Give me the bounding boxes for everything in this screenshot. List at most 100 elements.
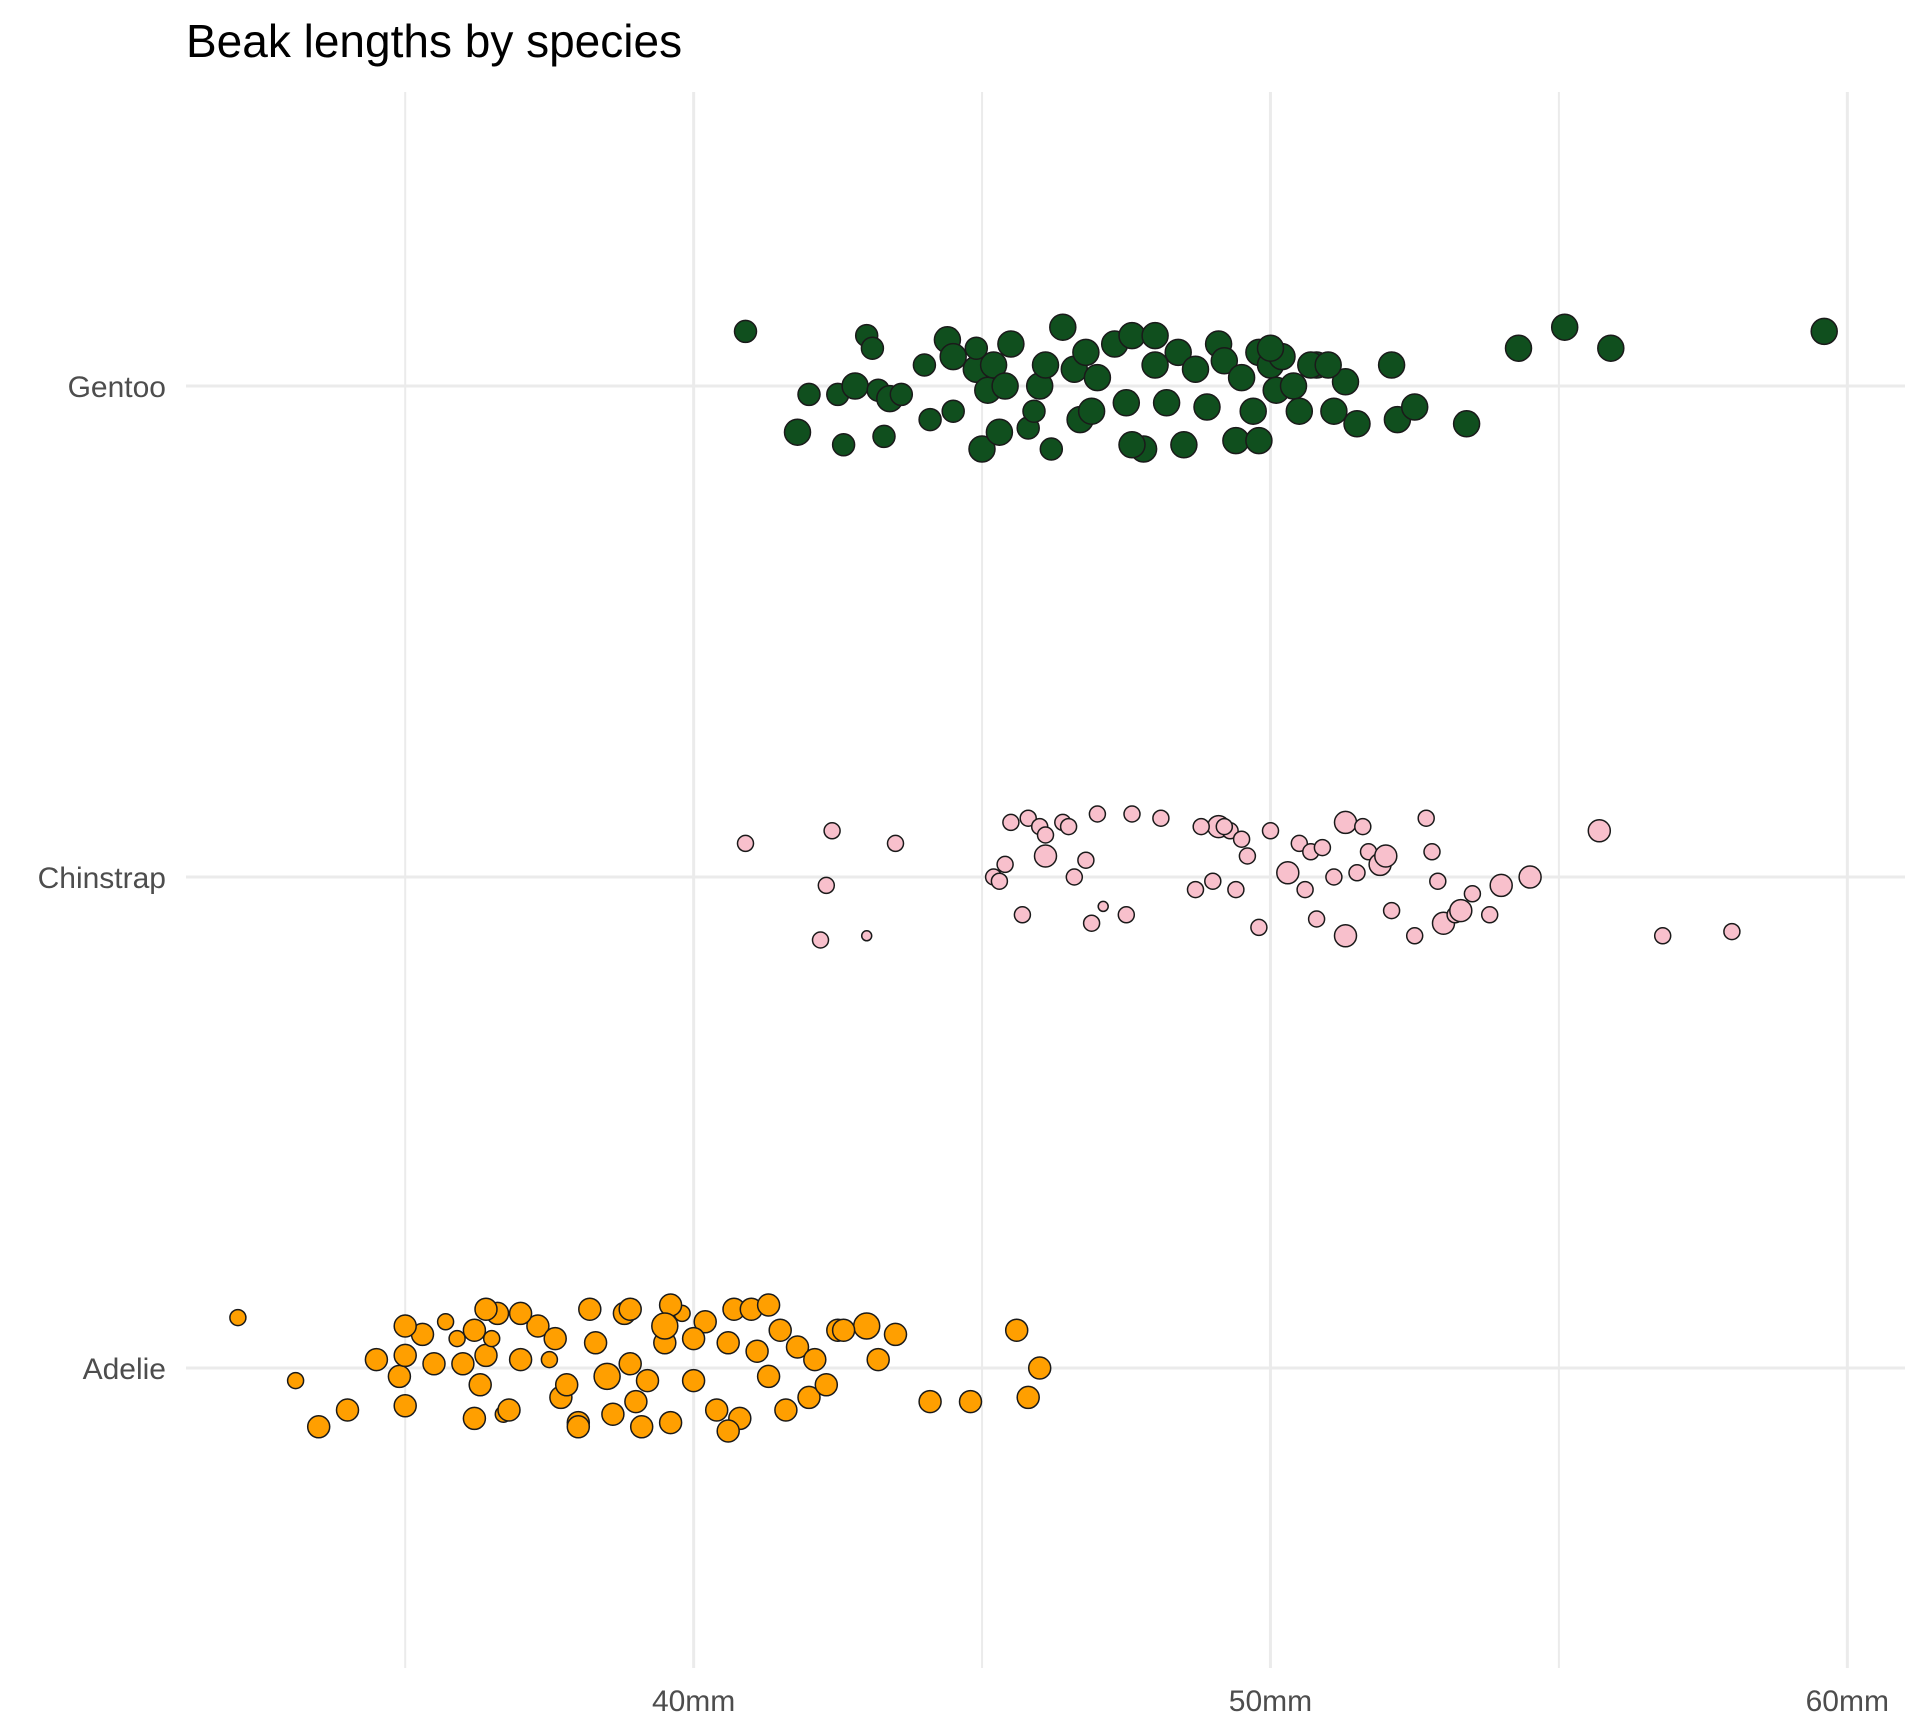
gentoo-point bbox=[1452, 410, 1481, 438]
gentoo-point bbox=[964, 336, 989, 360]
gentoo-point bbox=[1504, 334, 1533, 362]
chinstrap-point bbox=[1333, 924, 1358, 948]
gentoo-point bbox=[1031, 351, 1060, 379]
adelie-point bbox=[756, 1293, 781, 1317]
x-tick-label: 50mm bbox=[1229, 1685, 1312, 1718]
chinstrap-point bbox=[1587, 819, 1612, 843]
adelie-point bbox=[918, 1389, 942, 1414]
adelie-point bbox=[540, 1350, 559, 1369]
chinstrap-point bbox=[1232, 830, 1251, 848]
chinstrap-point bbox=[1307, 910, 1326, 928]
y-tick-label-adelie: Adelie bbox=[83, 1353, 166, 1386]
gentoo-point bbox=[1077, 397, 1106, 425]
adelie-point bbox=[629, 1415, 654, 1439]
adelie-point bbox=[658, 1410, 683, 1435]
chinstrap-point bbox=[1088, 805, 1107, 823]
chinstrap-point bbox=[1250, 918, 1268, 937]
gentoo-point bbox=[1400, 393, 1429, 421]
adelie-point bbox=[883, 1322, 908, 1347]
chinstrap-point bbox=[1152, 809, 1170, 827]
gentoo-point bbox=[912, 353, 937, 377]
chinstrap-point bbox=[886, 834, 905, 853]
chinstrap-point bbox=[1033, 844, 1058, 868]
adelie-point bbox=[468, 1373, 492, 1397]
adelie-point bbox=[335, 1398, 360, 1422]
gentoo-point bbox=[1022, 399, 1046, 423]
data-points bbox=[229, 313, 1838, 1443]
adelie-point bbox=[393, 1394, 417, 1418]
adelie-point bbox=[681, 1368, 706, 1393]
y-axis-tick-labels: Adelie Chinstrap Gentoo bbox=[38, 371, 166, 1386]
adelie-point bbox=[651, 1312, 679, 1340]
chinstrap-point bbox=[1002, 813, 1020, 832]
adelie-point bbox=[618, 1297, 642, 1321]
chinstrap-point bbox=[1204, 872, 1222, 890]
chinstrap-point bbox=[1013, 906, 1032, 924]
chinstrap-point bbox=[1097, 900, 1109, 913]
grid-lines bbox=[186, 92, 1905, 1668]
gentoo-point bbox=[1152, 389, 1181, 417]
gentoo-point bbox=[860, 336, 885, 360]
chinstrap-point bbox=[1325, 868, 1343, 886]
gentoo-point bbox=[1039, 437, 1064, 461]
adelie-point bbox=[785, 1335, 810, 1359]
adelie-point bbox=[618, 1352, 642, 1376]
gentoo-point bbox=[841, 372, 869, 400]
chinstrap-point bbox=[1518, 865, 1542, 889]
gentoo-point bbox=[1331, 368, 1360, 396]
adelie-point bbox=[387, 1364, 412, 1389]
adelie-point bbox=[462, 1406, 487, 1431]
chinstrap-point bbox=[1261, 822, 1280, 840]
chinstrap-point bbox=[1405, 927, 1424, 945]
gentoo-point bbox=[1377, 351, 1406, 379]
gentoo-point bbox=[1285, 397, 1314, 425]
chinstrap-point bbox=[1354, 817, 1372, 836]
adelie-point bbox=[526, 1314, 550, 1338]
chinstrap-point bbox=[1077, 851, 1095, 869]
adelie-point bbox=[756, 1364, 781, 1389]
x-axis-tick-labels: 40mm 50mm 60mm bbox=[652, 1685, 1889, 1718]
chinstrap-point bbox=[1489, 873, 1513, 898]
adelie-point bbox=[543, 1326, 567, 1351]
adelie-point bbox=[436, 1313, 455, 1331]
adelie-point bbox=[768, 1318, 792, 1342]
chinstrap-point bbox=[1333, 810, 1358, 835]
adelie-point bbox=[474, 1343, 498, 1368]
gentoo-point bbox=[979, 351, 1008, 379]
gentoo-point bbox=[1245, 426, 1273, 455]
chinstrap-point bbox=[1238, 847, 1257, 865]
gentoo-point bbox=[1314, 351, 1342, 379]
adelie-point bbox=[508, 1301, 533, 1326]
gentoo-point bbox=[733, 319, 758, 344]
adelie-point bbox=[681, 1326, 706, 1351]
chinstrap-point bbox=[1374, 844, 1398, 868]
adelie-point bbox=[1004, 1318, 1029, 1342]
chinstrap-point bbox=[1227, 880, 1245, 899]
chinstrap-point bbox=[1348, 864, 1366, 882]
adelie-point bbox=[451, 1352, 475, 1376]
chinstrap-point bbox=[996, 855, 1014, 874]
chinstrap-point bbox=[1313, 838, 1332, 857]
adelie-point bbox=[1027, 1356, 1052, 1380]
gentoo-point bbox=[831, 433, 856, 457]
gentoo-point bbox=[1550, 313, 1579, 341]
adelie-point bbox=[364, 1347, 389, 1372]
adelie-point bbox=[704, 1398, 729, 1422]
adelie-point bbox=[393, 1343, 417, 1368]
chinstrap-point bbox=[823, 822, 841, 840]
adelie-point bbox=[716, 1419, 740, 1443]
gentoo-point bbox=[939, 342, 967, 371]
gentoo-point bbox=[1810, 317, 1838, 346]
gentoo-point bbox=[997, 330, 1025, 358]
gentoo-point bbox=[1164, 338, 1192, 367]
adelie-point bbox=[797, 1385, 821, 1410]
chinstrap-point bbox=[1192, 817, 1210, 836]
adelie-point bbox=[474, 1297, 498, 1321]
chart-title: Beak lengths by species bbox=[186, 15, 683, 67]
gentoo-point bbox=[1118, 431, 1146, 459]
adelie-point bbox=[852, 1312, 881, 1340]
gentoo-point bbox=[1279, 372, 1308, 400]
y-tick-label-chinstrap: Chinstrap bbox=[38, 862, 166, 895]
adelie-point bbox=[229, 1308, 247, 1327]
adelie-point bbox=[958, 1389, 983, 1414]
